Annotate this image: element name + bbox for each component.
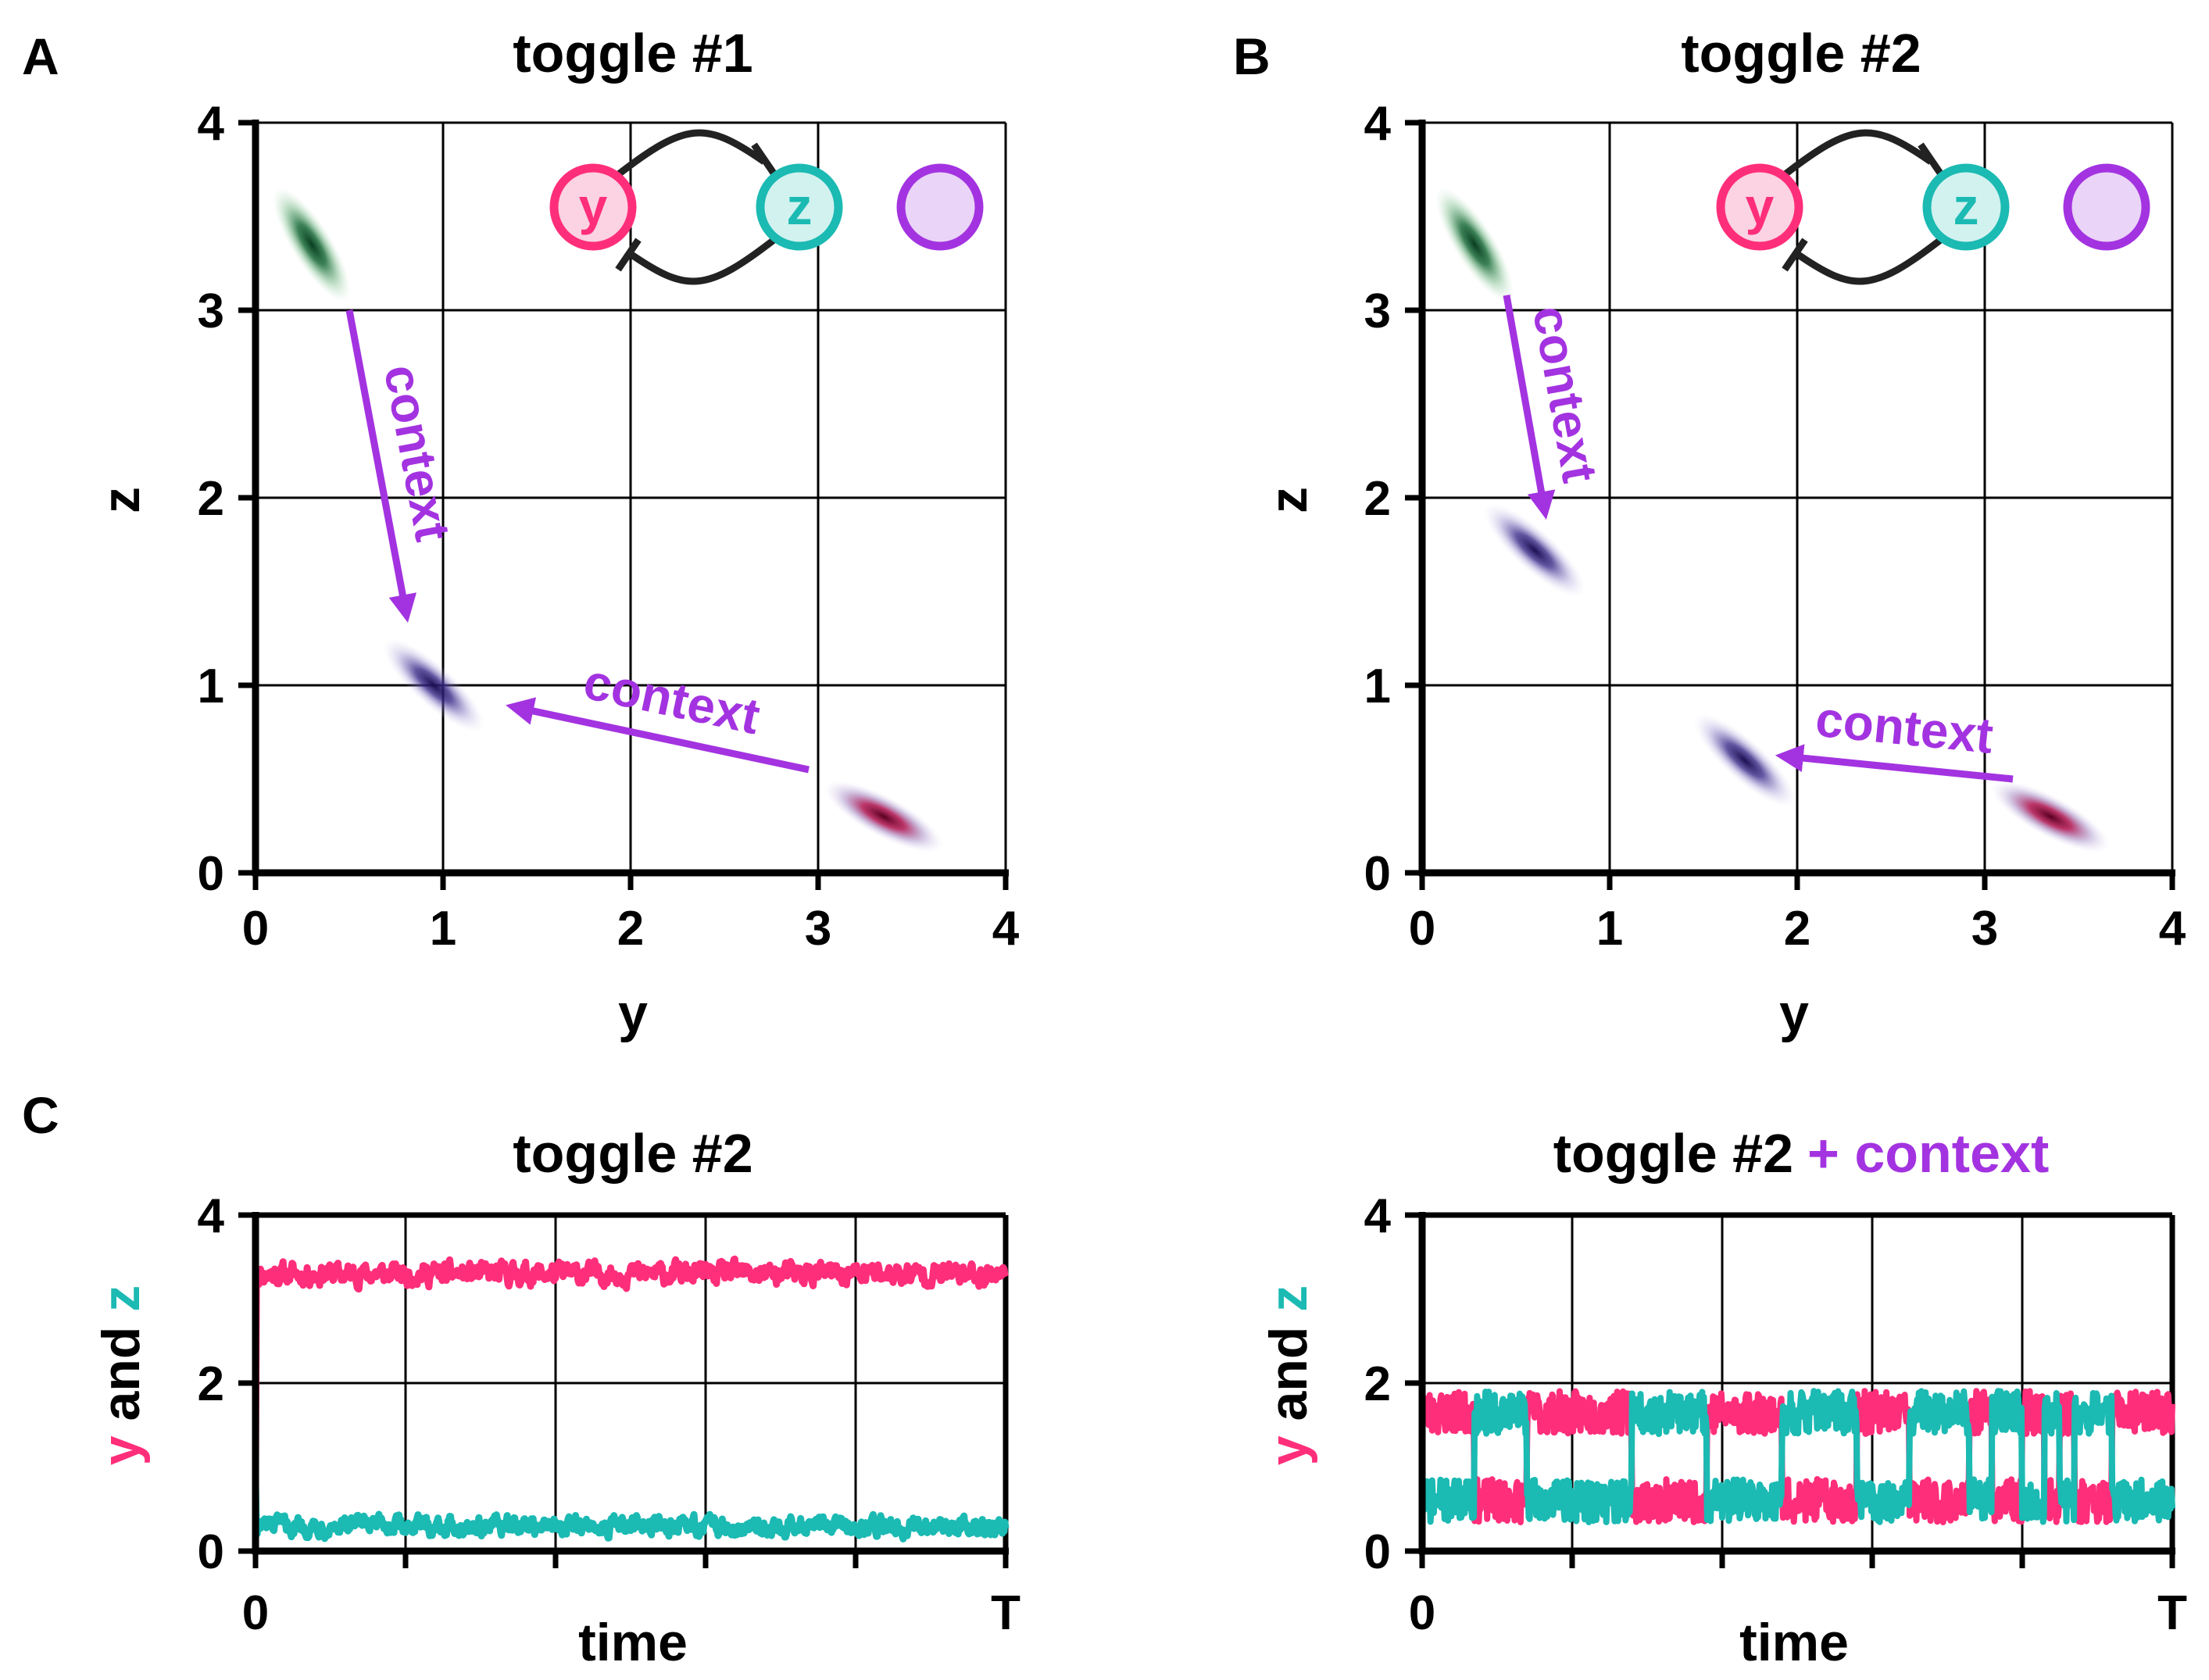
series-y (1419, 1388, 2175, 1525)
basin-red-state (824, 780, 944, 853)
panel-C-left-plot: 0 2 4 0 T (198, 1189, 1021, 1640)
ylabel-and-part: and (91, 1312, 151, 1436)
panel-label-B: B (1233, 27, 1271, 85)
motif-node-z-label: z (787, 177, 813, 235)
y-tick-label: 2 (1364, 472, 1391, 526)
x-tick-label: 0 (1409, 902, 1435, 956)
series-z (1419, 1388, 2175, 1525)
panel-A-xlabel: y (618, 984, 648, 1043)
basin-middle-state (382, 638, 485, 733)
motif-edge-y-to-z (614, 129, 767, 179)
basin-upper-mid-state (1483, 503, 1586, 598)
y-tick-label: 1 (1364, 659, 1391, 713)
x-tick-label: 3 (805, 902, 831, 956)
y-tick-label: 3 (198, 284, 224, 338)
x-tick-label: 1 (430, 902, 456, 956)
motif-inhibition-bar (615, 238, 642, 272)
motif-node-y-label: y (579, 177, 608, 235)
motif-node-context (2063, 163, 2150, 251)
x-tick-label: 2 (617, 902, 644, 956)
motif-node-y-label: y (1746, 177, 1775, 235)
ylabel-y-part: y (91, 1435, 151, 1465)
panel-C-left-xlabel: time (578, 1613, 688, 1672)
y-tick-label: 1 (198, 659, 224, 713)
context-arrow (506, 697, 810, 774)
motif-node-y (549, 163, 637, 251)
panel-B-title: toggle #2 (1681, 23, 1921, 84)
y-tick-label: 0 (198, 1525, 224, 1579)
y-tick-label: 2 (198, 1357, 224, 1411)
y-tick-label: 2 (1364, 1357, 1391, 1411)
motif-node-z-label: z (1953, 177, 1979, 235)
motif-inhibition-bar (751, 142, 777, 177)
motif-edge-y-to-z (1781, 129, 1933, 179)
panel-C-right-plot: 0 2 4 0 T (1364, 1189, 2188, 1640)
x-tick-label-end: T (2157, 1586, 2187, 1640)
panel-C: C toggle #2 0 2 4 0 T time y and z toggle #2… (22, 1086, 2187, 1672)
x-tick-label: 3 (1971, 902, 1998, 956)
x-tick-label: 2 (1784, 902, 1810, 956)
x-tick-label-end: T (991, 1586, 1021, 1640)
panel-C-right-title-suffix: + context (1807, 1123, 2049, 1184)
x-tick-label: 0 (242, 902, 269, 956)
context-arrow (345, 309, 417, 623)
motif-node-context (896, 163, 984, 251)
motif-inhibition-bar (1918, 142, 1944, 177)
x-tick-label-start: 0 (242, 1586, 269, 1640)
ylabel-y-part: y (1259, 1435, 1318, 1465)
basin-red-state (1990, 780, 2111, 853)
x-tick-label-start: 0 (1409, 1586, 1435, 1640)
panel-C-left-ylabel: y and z (91, 1285, 151, 1466)
motif-edge-z-to-y (626, 235, 778, 285)
y-tick-label: 0 (1364, 847, 1391, 901)
panel-B-ylabel: z (1259, 487, 1318, 513)
y-tick-label: 4 (1364, 97, 1392, 151)
y-tick-label: 3 (1364, 284, 1391, 338)
x-tick-label: 1 (1596, 902, 1623, 956)
series-z (252, 1483, 1010, 1542)
ylabel-z-part: z (91, 1285, 151, 1312)
motif-node-y (1716, 163, 1803, 251)
y-tick-label: 0 (198, 847, 224, 901)
context-arrow (1503, 295, 1556, 520)
panel-label-C: C (22, 1086, 59, 1144)
y-tick-label: 4 (198, 97, 225, 151)
basin-lower-mid-state (1693, 713, 1796, 808)
panel-B-xlabel: y (1779, 984, 1809, 1043)
panel-label-A: A (22, 27, 59, 85)
ylabel-and-part: and (1259, 1312, 1318, 1436)
panel-C-left-title: toggle #2 (513, 1123, 752, 1184)
panel-C-right-title-main: toggle #2 (1553, 1123, 1793, 1184)
motif-node-z (1922, 163, 2010, 251)
motif-node-z (756, 163, 843, 251)
y-tick-label: 4 (198, 1189, 225, 1243)
basin-green-state (1435, 187, 1514, 302)
panel-A-title: toggle #1 (513, 23, 752, 84)
x-tick-label: 4 (992, 902, 1020, 956)
motif-inhibition-bar (1782, 238, 1808, 272)
x-tick-label: 4 (2159, 902, 2186, 956)
basin-green-state (272, 187, 352, 302)
y-tick-label: 2 (198, 472, 224, 526)
motif-edge-z-to-y (1793, 235, 1945, 285)
panel-C-right-title: toggle #2 + context (1553, 1123, 2050, 1184)
context-label: context (579, 653, 765, 745)
series-y (252, 1255, 1010, 1467)
panel-C-right-xlabel: time (1739, 1613, 1849, 1672)
panel-A-ylabel: z (91, 487, 151, 513)
context-label: context (1813, 691, 1996, 764)
panel-C-right-ylabel: y and z (1259, 1285, 1318, 1466)
y-tick-label: 0 (1364, 1525, 1391, 1579)
context-arrow (1775, 744, 2014, 783)
ylabel-z-part: z (1259, 1285, 1318, 1312)
y-tick-label: 4 (1364, 1189, 1392, 1243)
